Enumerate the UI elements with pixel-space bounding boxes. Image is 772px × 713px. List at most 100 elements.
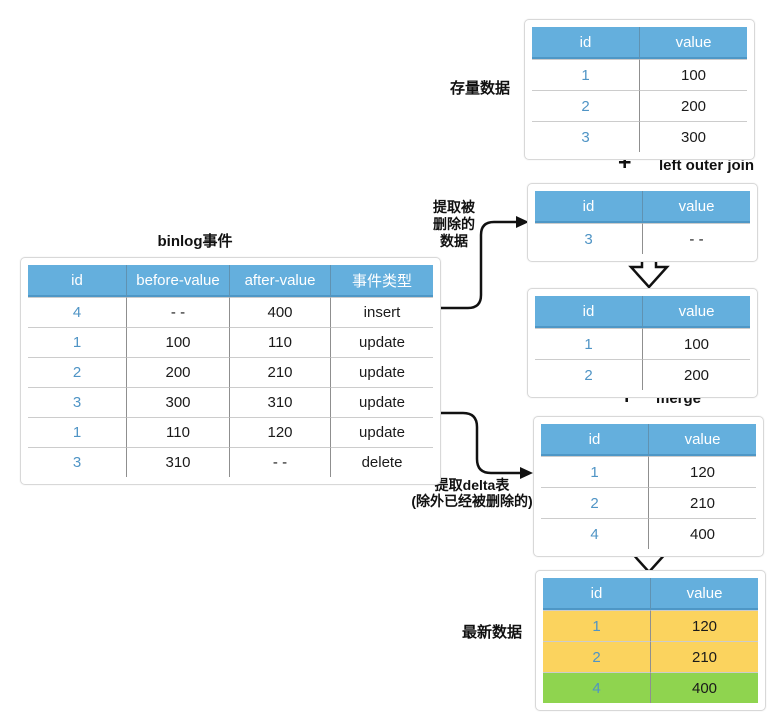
cell-id: 3	[535, 223, 642, 254]
column-header-id: id	[532, 27, 639, 59]
annotation-line: (除外已经被删除的)	[411, 493, 533, 509]
table-row-updated: 2 210	[543, 641, 758, 672]
latest-data-label: 最新数据	[462, 624, 523, 641]
cell-value: 120	[648, 456, 756, 487]
extract-delta-arrow	[433, 411, 533, 479]
cell-before-value: 200	[126, 357, 229, 387]
cell-id: 2	[535, 359, 642, 390]
column-header-event-type: 事件类型	[330, 265, 433, 297]
cell-value: 210	[648, 487, 756, 518]
cell-after-value: - -	[229, 447, 330, 477]
cell-id: 4	[543, 672, 650, 703]
annotation-line: 数据	[440, 233, 468, 249]
cell-id: 1	[28, 327, 126, 357]
column-header-value: value	[650, 578, 758, 610]
table: id value 1 120 2 210 4 400	[543, 578, 758, 703]
table-row: 3 310 - - delete	[28, 447, 433, 477]
annotation-line: 删除的	[433, 216, 475, 232]
binlog-events-table: id before-value after-value 事件类型 4 - - 4…	[20, 257, 441, 485]
table: id value 1 100 2 200 3 300	[532, 27, 747, 152]
cell-id: 1	[543, 610, 650, 641]
cell-id: 2	[541, 487, 648, 518]
cell-id: 1	[535, 328, 642, 359]
cell-after-value: 110	[229, 327, 330, 357]
cell-event-type: insert	[330, 297, 433, 327]
cell-id: 2	[543, 641, 650, 672]
cell-value: 100	[642, 328, 750, 359]
cell-value: 210	[650, 641, 758, 672]
annotation-line: 提取被	[433, 199, 475, 215]
cell-after-value: 210	[229, 357, 330, 387]
column-header-value: value	[648, 424, 756, 456]
latest-data-table: id value 1 120 2 210 4 400	[535, 570, 766, 711]
table-row: 1 110 120 update	[28, 417, 433, 447]
cell-value: 200	[642, 359, 750, 390]
joined-result-table: id value 1 100 2 200	[527, 288, 758, 398]
header-row: id value	[535, 296, 750, 328]
cell-value: 300	[639, 121, 747, 152]
cell-value: 100	[639, 59, 747, 90]
table: id value 3 - -	[535, 191, 750, 254]
header-row: id value	[532, 27, 747, 59]
cell-event-type: update	[330, 417, 433, 447]
cell-event-type: delete	[330, 447, 433, 477]
cell-event-type: update	[330, 387, 433, 417]
cell-value: 120	[650, 610, 758, 641]
table-row: 1 120	[541, 456, 756, 487]
table: id value 1 100 2 200	[535, 296, 750, 390]
cell-after-value: 400	[229, 297, 330, 327]
cell-id: 3	[532, 121, 639, 152]
cell-id: 2	[532, 90, 639, 121]
column-header-value: value	[639, 27, 747, 59]
table-row: 3 300 310 update	[28, 387, 433, 417]
cell-before-value: - -	[126, 297, 229, 327]
header-row: id value	[541, 424, 756, 456]
cell-before-value: 300	[126, 387, 229, 417]
table-row: 1 100	[535, 328, 750, 359]
table-row: 4 - - 400 insert	[28, 297, 433, 327]
cell-id: 4	[28, 297, 126, 327]
table-row: 3 300	[532, 121, 747, 152]
deleted-rows-table: id value 3 - -	[527, 183, 758, 262]
column-header-value: value	[642, 191, 750, 223]
table-row: 2 200	[535, 359, 750, 390]
extract-delta-annotation: 提取delta表 (除外已经被删除的)	[392, 477, 552, 509]
cell-id: 1	[28, 417, 126, 447]
cell-id: 2	[28, 357, 126, 387]
column-header-id: id	[535, 191, 642, 223]
cell-value: - -	[642, 223, 750, 254]
stock-data-table: id value 1 100 2 200 3 300	[524, 19, 755, 160]
header-row: id value	[543, 578, 758, 610]
table: id before-value after-value 事件类型 4 - - 4…	[28, 265, 433, 477]
extract-deleted-annotation: 提取被 删除的 数据	[420, 199, 488, 250]
left-outer-join-label: left outer join	[659, 157, 754, 174]
cell-id: 3	[28, 447, 126, 477]
cell-after-value: 120	[229, 417, 330, 447]
table-row: 1 100	[532, 59, 747, 90]
cell-id: 1	[532, 59, 639, 90]
table-row-inserted: 4 400	[543, 672, 758, 703]
delta-table: id value 1 120 2 210 4 400	[533, 416, 764, 557]
cell-id: 1	[541, 456, 648, 487]
table-row: 2 210	[541, 487, 756, 518]
cell-id: 4	[541, 518, 648, 549]
header-row: id before-value after-value 事件类型	[28, 265, 433, 297]
cell-after-value: 310	[229, 387, 330, 417]
cell-value: 400	[650, 672, 758, 703]
table-row: 4 400	[541, 518, 756, 549]
cell-id: 3	[28, 387, 126, 417]
cell-before-value: 310	[126, 447, 229, 477]
cell-value: 200	[639, 90, 747, 121]
table-row: 2 200	[532, 90, 747, 121]
table: id value 1 120 2 210 4 400	[541, 424, 756, 549]
cell-event-type: update	[330, 327, 433, 357]
table-row: 3 - -	[535, 223, 750, 254]
cell-before-value: 100	[126, 327, 229, 357]
column-header-value: value	[642, 296, 750, 328]
cell-before-value: 110	[126, 417, 229, 447]
cell-value: 400	[648, 518, 756, 549]
column-header-id: id	[535, 296, 642, 328]
column-header-id: id	[541, 424, 648, 456]
table-row: 2 200 210 update	[28, 357, 433, 387]
